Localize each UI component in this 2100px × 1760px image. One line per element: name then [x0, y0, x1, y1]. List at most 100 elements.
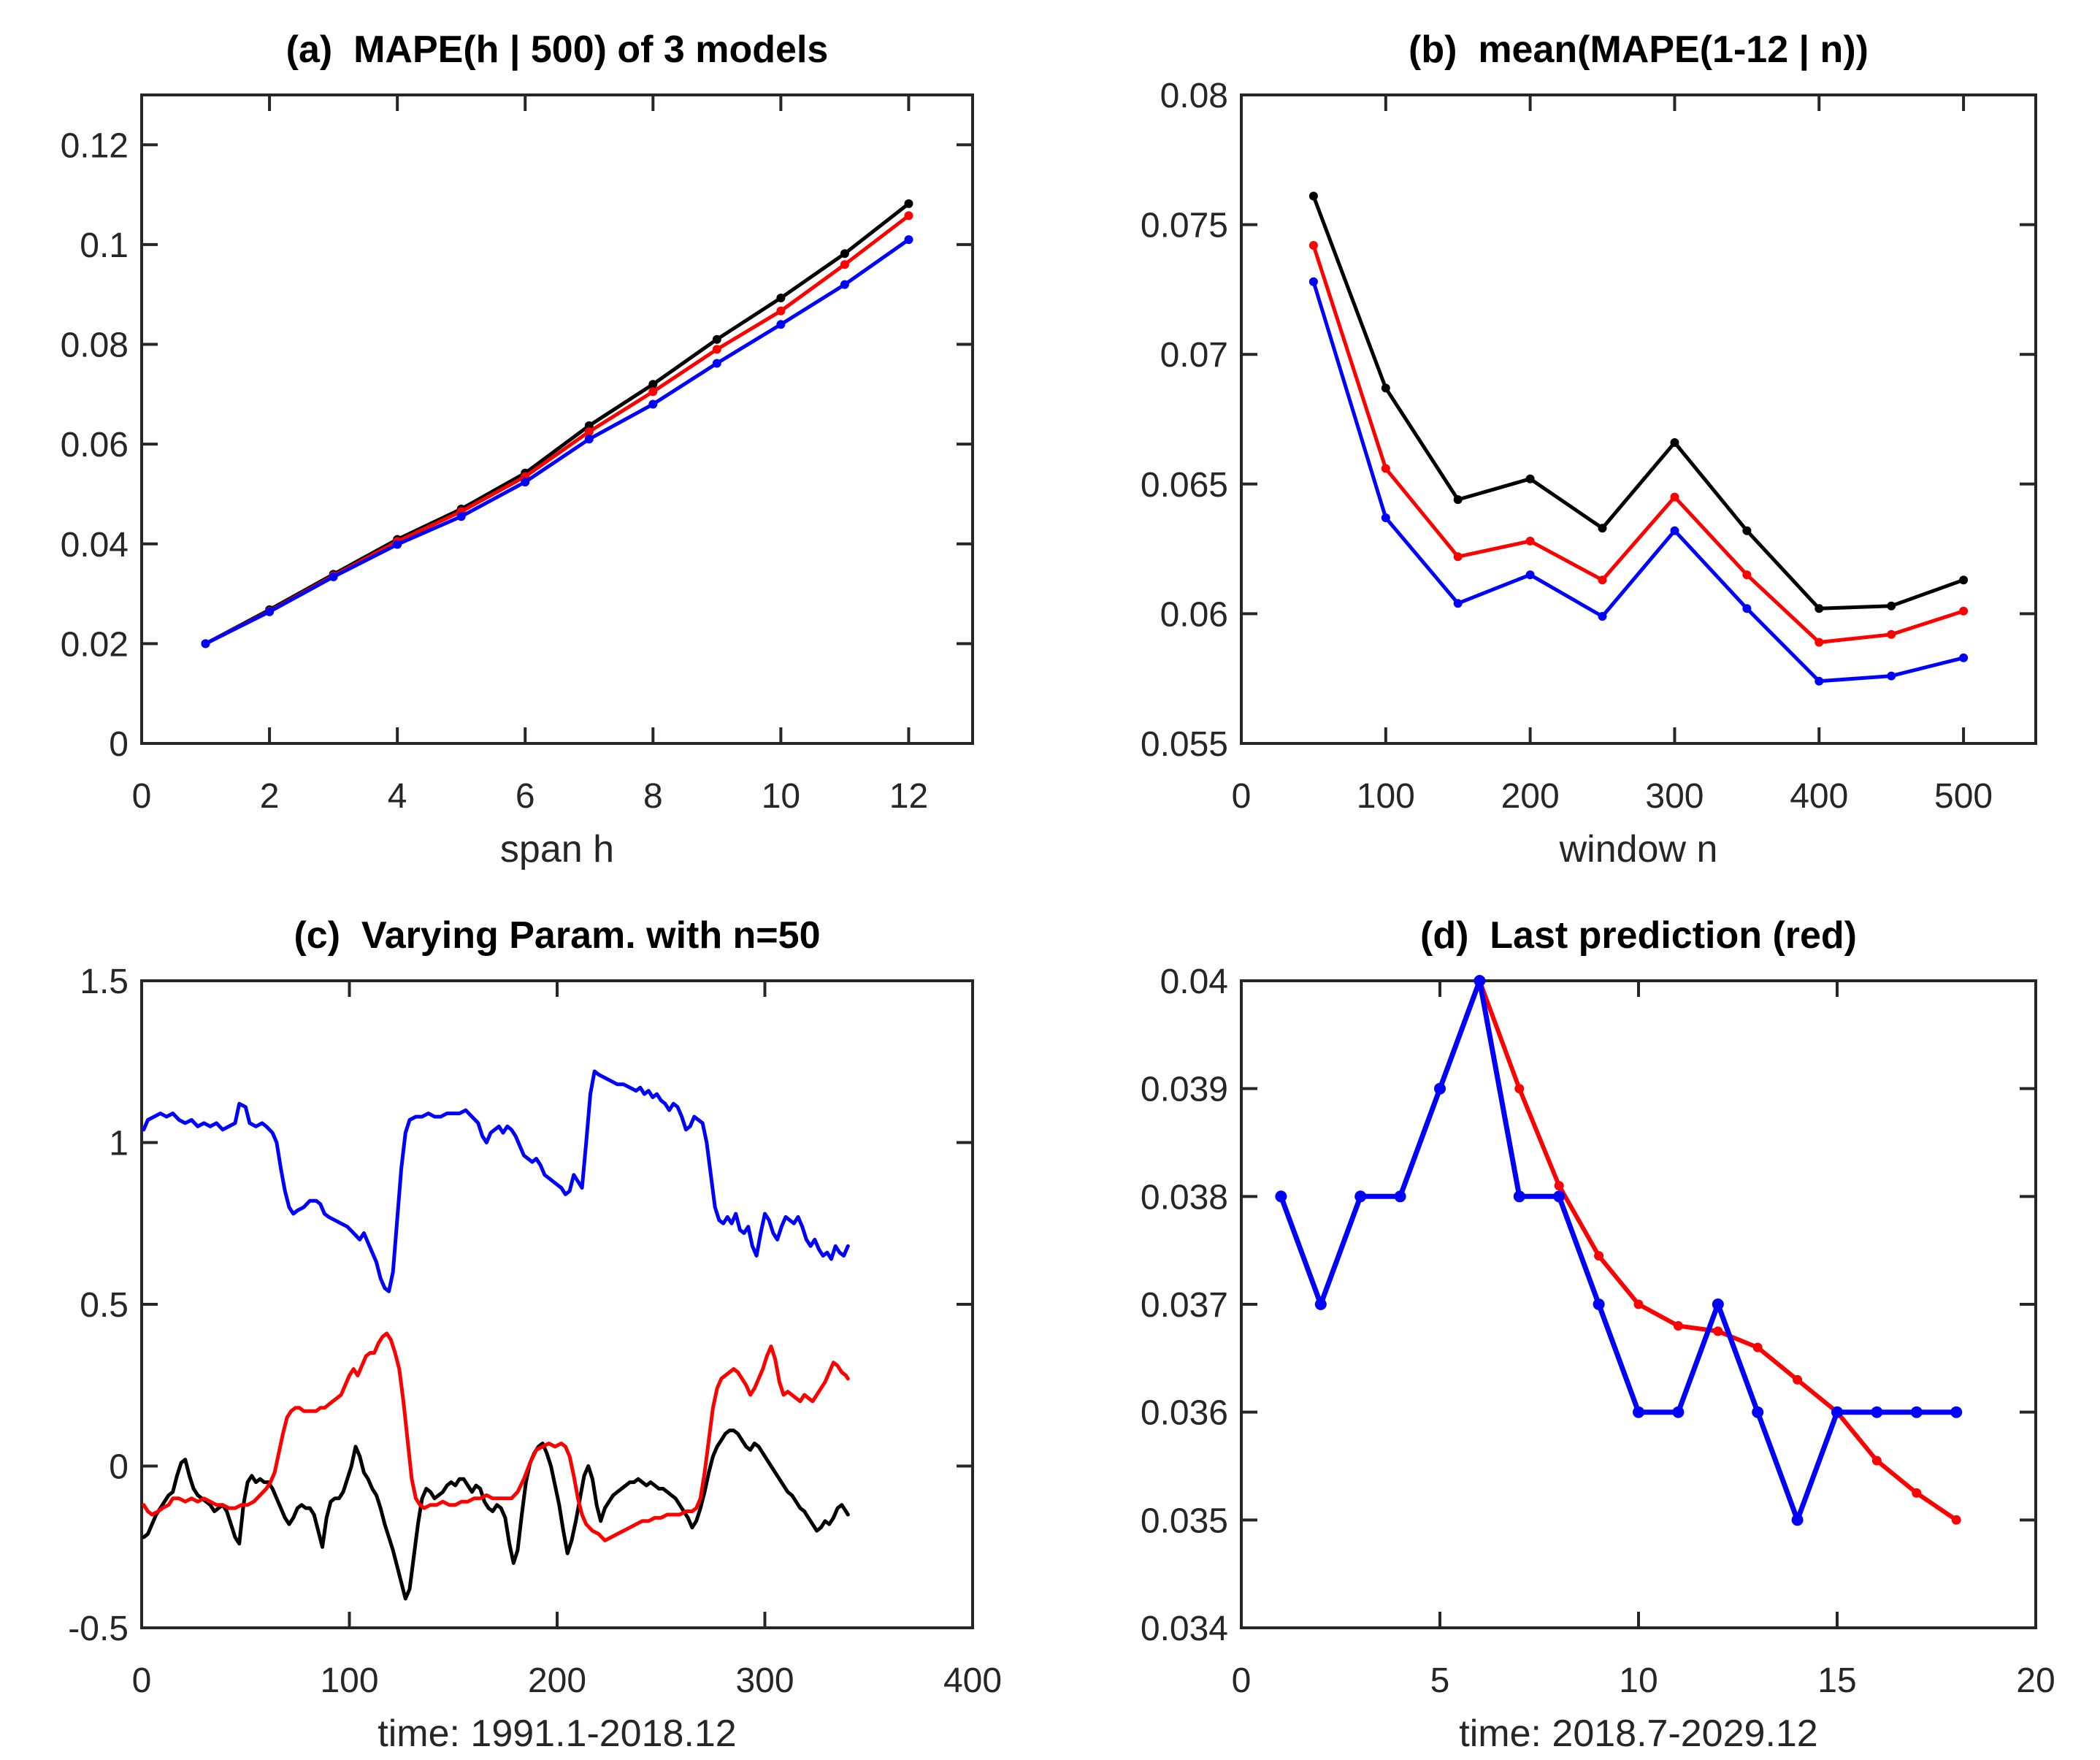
- y-tick-label: 0.065: [1141, 466, 1228, 505]
- panel-a-model-blue-marker: [840, 280, 849, 289]
- panel-b-model-red-marker: [1308, 241, 1318, 250]
- panel-a-model-black-marker: [584, 421, 594, 430]
- panel-b-model-red-marker: [1887, 630, 1896, 639]
- x-tick-label: 12: [889, 777, 928, 816]
- panel-b-model-black-marker: [1308, 191, 1318, 201]
- x-tick-label: 300: [1645, 777, 1704, 816]
- panel-a-series: [201, 199, 913, 648]
- panel-b-model-black-marker: [1814, 604, 1824, 613]
- panel-d-actual-blue-marker: [1394, 1190, 1406, 1203]
- panel-d-actual-blue-marker: [1275, 1190, 1287, 1203]
- panel-d-prediction-red-marker: [1633, 1299, 1644, 1309]
- panel-a-model-black-marker: [840, 249, 849, 259]
- panel-a-model-red-marker: [648, 387, 658, 397]
- y-tick-label: 0.5: [80, 1286, 129, 1325]
- panel-d-axes: 0 5 10 15 20 0.034 0.035 0.036 0.037 0.038 0.039 0.…: [1141, 963, 2055, 1700]
- panel-a-model-black-marker: [904, 199, 913, 208]
- panel-d-prediction-red-marker: [1951, 1515, 1961, 1525]
- x-tick-label: 0: [132, 1661, 152, 1700]
- panel-d-actual-blue-marker: [1593, 1298, 1605, 1310]
- panel-a-model-blue-marker: [648, 399, 658, 409]
- panel-d-actual-blue-marker: [1672, 1406, 1685, 1418]
- panel-b-model-red-marker: [1598, 575, 1607, 585]
- panel-a-axes: 0 2 4 6 8 10 12 0 0.02 0.04 0.06 0.08 0.1 0.12: [61, 93, 974, 816]
- y-tick-label: 0.07: [1160, 336, 1228, 375]
- x-tick-label: 15: [1817, 1661, 1856, 1700]
- y-tick-label: 0.02: [61, 625, 129, 664]
- panel-d-actual-blue-marker: [1950, 1406, 1963, 1418]
- panel-a-model-blue-marker: [584, 435, 594, 444]
- panel-d-actual-blue-marker: [1553, 1190, 1566, 1203]
- panel-d-actual-blue-marker: [1712, 1298, 1724, 1310]
- panel-d-actual-blue-marker: [1752, 1406, 1764, 1418]
- panel-d-actual-blue-marker: [1354, 1190, 1367, 1203]
- panel-a-model-blue-line: [204, 237, 911, 646]
- panel-d-actual-blue-marker: [1871, 1406, 1883, 1418]
- x-tick-label: 2: [260, 777, 280, 816]
- y-tick-label: 0.075: [1141, 207, 1228, 245]
- x-tick-label: 400: [943, 1661, 1002, 1700]
- panel-b-model-blue-line: [1311, 280, 1966, 684]
- panel-b-model-blue-marker: [1381, 513, 1390, 522]
- panel-d-actual-blue-line: [1278, 978, 1959, 1523]
- panel-a-model-red-marker: [712, 345, 721, 354]
- panel-b-model-red-marker: [1742, 570, 1752, 580]
- y-tick-label: 0.06: [61, 426, 129, 464]
- x-tick-label: 20: [2016, 1661, 2055, 1700]
- panel-a: 0 2 4 6 8 10 12 0 0.02 0.04 0.06 0.08 0.1 0.12 (a) MA…: [0, 0, 1050, 880]
- y-tick-label: 0.08: [61, 326, 129, 365]
- panel-b-model-black-marker: [1453, 495, 1463, 505]
- x-tick-label: 200: [1501, 777, 1560, 816]
- panel-d-prediction-red-marker: [1793, 1374, 1803, 1385]
- y-tick-label: 0.038: [1141, 1178, 1228, 1217]
- panel-d: 0 5 10 15 20 0.034 0.035 0.036 0.037 0.038 0.039 0.…: [1050, 880, 2100, 1760]
- panel-b-canvas: 0 100 200 300 400 500 0.055 0.06 0.065 0.07 0.075 0…: [1141, 28, 2037, 871]
- panel-b-model-blue-marker: [1453, 599, 1463, 608]
- panel-d-prediction-red-marker: [1713, 1326, 1723, 1336]
- panel-b-model-black-marker: [1742, 526, 1752, 535]
- panel-b-model-red-marker: [1670, 492, 1679, 502]
- x-tick-label: 4: [388, 777, 407, 816]
- x-tick-label: 100: [320, 1661, 378, 1700]
- panel-a-model-red-marker: [840, 260, 849, 269]
- panel-b-model-red-marker: [1814, 638, 1824, 647]
- y-tick-label: 0.04: [61, 526, 129, 565]
- y-tick-label: 0.037: [1141, 1286, 1228, 1325]
- x-tick-label: 200: [528, 1661, 586, 1700]
- panel-c-param-blue-line: [142, 1069, 850, 1293]
- panel-b-title: (b) mean(MAPE(1-12 | n)): [1409, 28, 1869, 71]
- panel-a-model-blue-marker: [265, 607, 275, 616]
- panel-a-model-red-marker: [904, 211, 913, 221]
- x-tick-label: 6: [516, 777, 535, 816]
- panel-a-model-blue-marker: [712, 359, 721, 368]
- panel-d-actual-blue-marker: [1831, 1406, 1843, 1418]
- panel-b-model-red-marker: [1381, 464, 1390, 473]
- panel-d-actual-blue-marker: [1513, 1190, 1525, 1203]
- panel-b-model-black-marker: [1887, 601, 1896, 611]
- x-tick-label: 10: [1619, 1661, 1658, 1700]
- panel-c-canvas: 0 100 200 300 400-0.500.511.5 (c) Varying Pa…: [68, 914, 1002, 1755]
- x-tick-label: 10: [762, 777, 800, 816]
- panel-a-canvas: 0 2 4 6 8 10 12 0 0.02 0.04 0.06 0.08 0.1 0.12 (a) MA…: [61, 28, 974, 871]
- panel-b-model-black-marker: [1525, 474, 1535, 483]
- panel-b-model-black-marker: [1959, 575, 1969, 585]
- panel-d-title: (d) Last prediction (red): [1420, 914, 1857, 957]
- y-tick-label: 0.12: [61, 126, 129, 165]
- panel-b-model-blue-marker: [1670, 526, 1679, 535]
- y-tick-label: 0.04: [1160, 963, 1228, 1001]
- y-tick-label: 0.06: [1160, 595, 1228, 634]
- panel-a-model-black-line: [204, 202, 911, 646]
- panel-b-model-blue-marker: [1742, 604, 1752, 613]
- panel-d-prediction-red-marker: [1912, 1488, 1922, 1498]
- x-tick-label: 0: [132, 777, 152, 816]
- panel-b-model-black-line: [1311, 194, 1966, 611]
- panel-c-param-red-line: [142, 1331, 850, 1542]
- panel-d-prediction-red-marker: [1554, 1181, 1564, 1191]
- panel-a-model-blue-marker: [393, 540, 402, 549]
- panel-a-model-red-line: [204, 213, 911, 646]
- panel-d-actual-blue-marker: [1791, 1514, 1804, 1526]
- panel-b-series: [1308, 191, 1969, 686]
- panel-a-model-red-marker: [584, 427, 594, 437]
- x-tick-label: 100: [1357, 777, 1415, 816]
- y-tick-label: 1.5: [80, 963, 129, 1001]
